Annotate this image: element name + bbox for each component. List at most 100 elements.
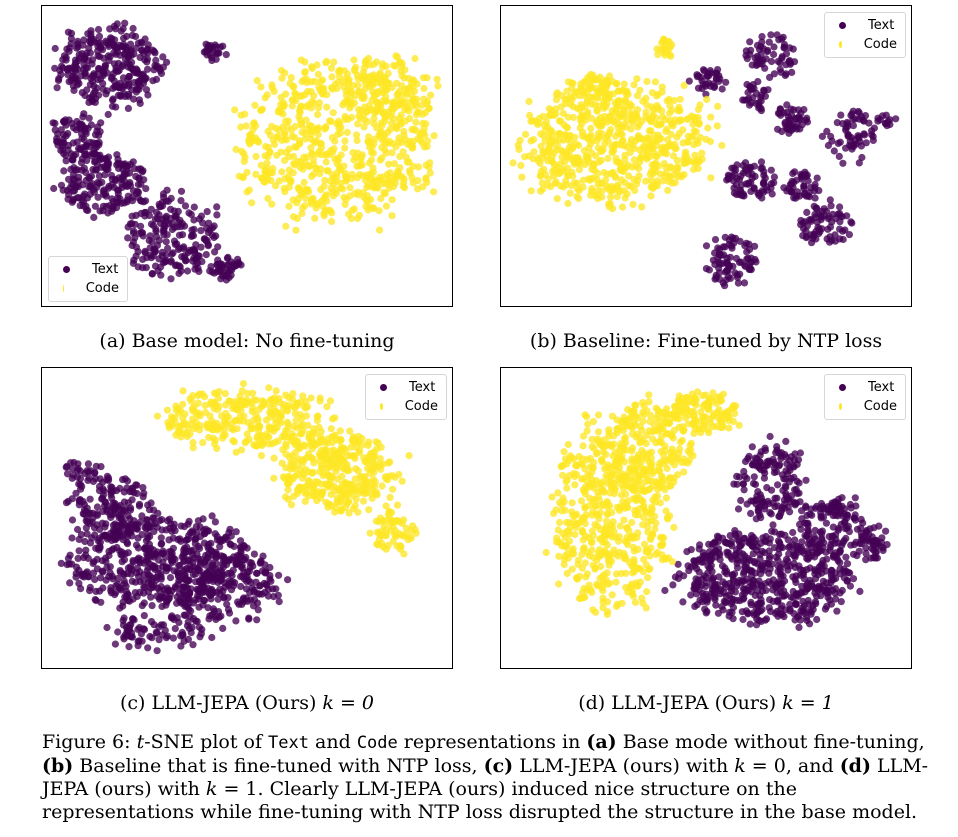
- scatter-point-code: [320, 209, 328, 217]
- scatter-point-text: [679, 598, 687, 606]
- scatter-point-code: [544, 145, 552, 153]
- scatter-point-text: [142, 185, 150, 193]
- scatter-point-text: [798, 538, 806, 546]
- scatter-point-text: [783, 101, 791, 109]
- scatter-point-code: [390, 115, 398, 123]
- scatter-point-text: [137, 630, 145, 638]
- scatter-point-text: [57, 559, 65, 567]
- scatter-point-text: [70, 187, 79, 195]
- scatter-point-code: [664, 186, 672, 194]
- scatter-point-code: [412, 529, 420, 537]
- scatter-point-code: [327, 184, 335, 192]
- scatter-point-text: [135, 70, 143, 78]
- scatter-point-code: [543, 152, 551, 160]
- scatter-point-text: [180, 557, 188, 565]
- scatter-point-code: [235, 417, 243, 425]
- scatter-point-text: [257, 558, 265, 566]
- scatter-point-code: [409, 97, 417, 105]
- scatter-point-code: [564, 199, 572, 208]
- scatter-point-code: [368, 106, 376, 114]
- scatter-point-text: [223, 600, 231, 608]
- scatter-point-code: [575, 166, 584, 174]
- scatter-point-text: [699, 558, 708, 566]
- scatter-point-text: [115, 41, 123, 50]
- scatter-point-code: [319, 76, 327, 84]
- scatter-point-code: [298, 78, 306, 86]
- scatter-point-code: [597, 156, 605, 164]
- scatter-point-code: [622, 163, 630, 172]
- scatter-point-text: [130, 227, 138, 235]
- scatter-point-text: [168, 250, 176, 258]
- scatter-point-text: [820, 205, 828, 213]
- scatter-point-code: [341, 479, 349, 487]
- scatter-point-code: [235, 172, 243, 180]
- scatter-point-code: [331, 414, 339, 422]
- scatter-point-text: [214, 595, 222, 603]
- scatter-point-code: [421, 109, 430, 117]
- scatter-point-text: [108, 195, 116, 203]
- scatter-point-text: [157, 534, 165, 542]
- scatter-point-code: [530, 148, 538, 156]
- scatter-point-code: [378, 527, 386, 535]
- scatter-point-code: [704, 124, 712, 132]
- scatter-point-text: [91, 202, 99, 210]
- scatter-point-code: [290, 457, 298, 465]
- scatter-point-text: [203, 208, 211, 216]
- scatter-point-text: [114, 186, 122, 194]
- scatter-point-text: [826, 233, 834, 241]
- scatter-point-code: [232, 145, 240, 153]
- scatter-point-text: [238, 572, 247, 580]
- scatter-point-text: [72, 573, 80, 581]
- scatter-point-code: [564, 171, 572, 179]
- legend-a: Text Code: [48, 256, 128, 302]
- scatter-point-text: [131, 578, 140, 586]
- scatter-point-text: [94, 25, 103, 34]
- scatter-point-code: [257, 452, 266, 460]
- scatter-point-code: [509, 159, 517, 167]
- scatter-point-code: [316, 439, 324, 447]
- scatter-point-code: [292, 143, 301, 151]
- scatter-point-text: [90, 558, 98, 566]
- scatter-point-text: [92, 596, 100, 605]
- scatter-point-code: [707, 174, 715, 182]
- scatter-point-code: [327, 472, 335, 481]
- scatter-point-code: [563, 124, 571, 132]
- scatter-point-text: [208, 561, 216, 569]
- scatter-point-text: [767, 31, 775, 39]
- scatter-point-text: [123, 540, 132, 548]
- scatter-point-code: [348, 113, 356, 122]
- scatter-point-text: [214, 243, 222, 251]
- scatter-point-code: [287, 74, 295, 82]
- scatter-point-text: [67, 35, 75, 43]
- scatter-point-code: [278, 459, 286, 467]
- scatter-point-code: [238, 147, 246, 155]
- scatter-point-code: [374, 541, 382, 549]
- scatter-point-text: [107, 34, 115, 42]
- scatter-point-code: [348, 174, 356, 183]
- scatter-point-code: [341, 137, 349, 145]
- scatter-point-code: [571, 88, 579, 96]
- scatter-point-code: [299, 441, 308, 449]
- scatter-point-code: [270, 474, 278, 482]
- scatter-point-text: [685, 77, 693, 85]
- scatter-point-text: [774, 562, 782, 570]
- scatter-point-code: [284, 486, 292, 494]
- scatter-point-text: [237, 582, 245, 591]
- scatter-point-text: [118, 180, 126, 188]
- scatter-point-text: [155, 636, 163, 644]
- scatter-point-text: [728, 244, 736, 252]
- scatter-point-text: [150, 581, 158, 589]
- scatter-point-code: [649, 113, 657, 121]
- scatter-point-code: [422, 175, 430, 183]
- scatter-point-code: [575, 194, 583, 203]
- scatter-point-code: [559, 109, 567, 118]
- scatter-point-text: [240, 542, 249, 550]
- scatter-point-code: [289, 402, 297, 410]
- scatter-point-text: [743, 80, 751, 89]
- scatter-point-text: [712, 70, 720, 78]
- scatter-point-text: [124, 234, 132, 242]
- scatter-point-code: [382, 202, 390, 210]
- scatter-point-text: [748, 174, 756, 182]
- scatter-point-code: [643, 138, 651, 146]
- scatter-point-code: [254, 414, 262, 422]
